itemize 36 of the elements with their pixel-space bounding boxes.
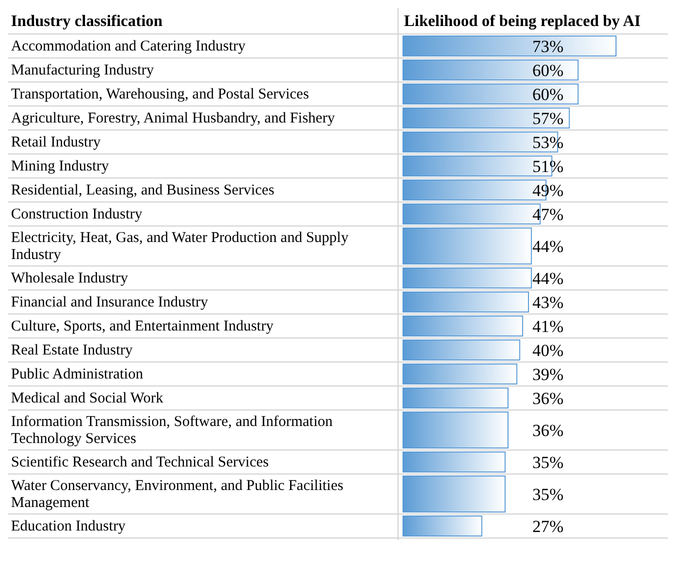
data-label: 44% xyxy=(532,237,564,256)
data-label: 39% xyxy=(532,365,564,384)
y-tick-label: Medical and Social Work xyxy=(11,390,164,406)
y-tick-label: Manufacturing Industry xyxy=(11,62,154,78)
y-tick-label: Information Transmission, Software, and Information Technology Services xyxy=(11,414,334,447)
data-label: 60% xyxy=(532,85,564,104)
y-tick-label: Agriculture, Forestry, Animal Husbandry, and Fishery xyxy=(11,110,336,126)
y-tick-label: Water Conservancy, Environment, and Public Facilities Management xyxy=(11,478,344,511)
data-label: 35% xyxy=(532,485,564,504)
y-tick-label: Electricity, Heat, Gas, and Water Production and Supply Industry xyxy=(11,230,349,263)
y-tick-label: Transportation, Warehousing, and Postal Services xyxy=(11,86,310,102)
data-label: 60% xyxy=(532,61,564,80)
y-tick-label: Education Industry xyxy=(11,518,126,534)
data-label: 36% xyxy=(532,421,564,440)
y-tick-label: Mining Industry xyxy=(11,158,110,174)
data-label: 27% xyxy=(532,517,564,536)
data-label: 57% xyxy=(532,109,564,128)
data-label: 36% xyxy=(532,389,564,408)
data-label: 41% xyxy=(532,317,564,336)
data-label: 40% xyxy=(532,341,564,360)
y-tick-label: Scientific Research and Technical Services xyxy=(11,454,269,470)
y-tick-label: Accommodation and Catering Industry xyxy=(11,38,246,54)
data-label: 73% xyxy=(532,37,564,56)
y-tick-label: Culture, Sports, and Entertainment Industry xyxy=(11,318,274,334)
data-label: 44% xyxy=(532,269,564,288)
data-label: 35% xyxy=(532,453,564,472)
y-tick-label: Financial and Insurance Industry xyxy=(11,294,209,310)
y-tick-label: Construction Industry xyxy=(11,206,143,222)
y-tick-label: Real Estate Industry xyxy=(11,342,134,358)
y-tick-label: Retail Industry xyxy=(11,134,102,150)
y-axis-title: Industry classification xyxy=(11,13,163,30)
x-axis-title: Likelihood of being replaced by AI xyxy=(404,13,641,30)
y-tick-label: Residential, Leasing, and Business Services xyxy=(11,182,274,198)
data-label: 43% xyxy=(532,293,564,312)
y-tick-label: Public Administration xyxy=(11,366,144,382)
y-tick-label: Wholesale Industry xyxy=(11,270,129,286)
